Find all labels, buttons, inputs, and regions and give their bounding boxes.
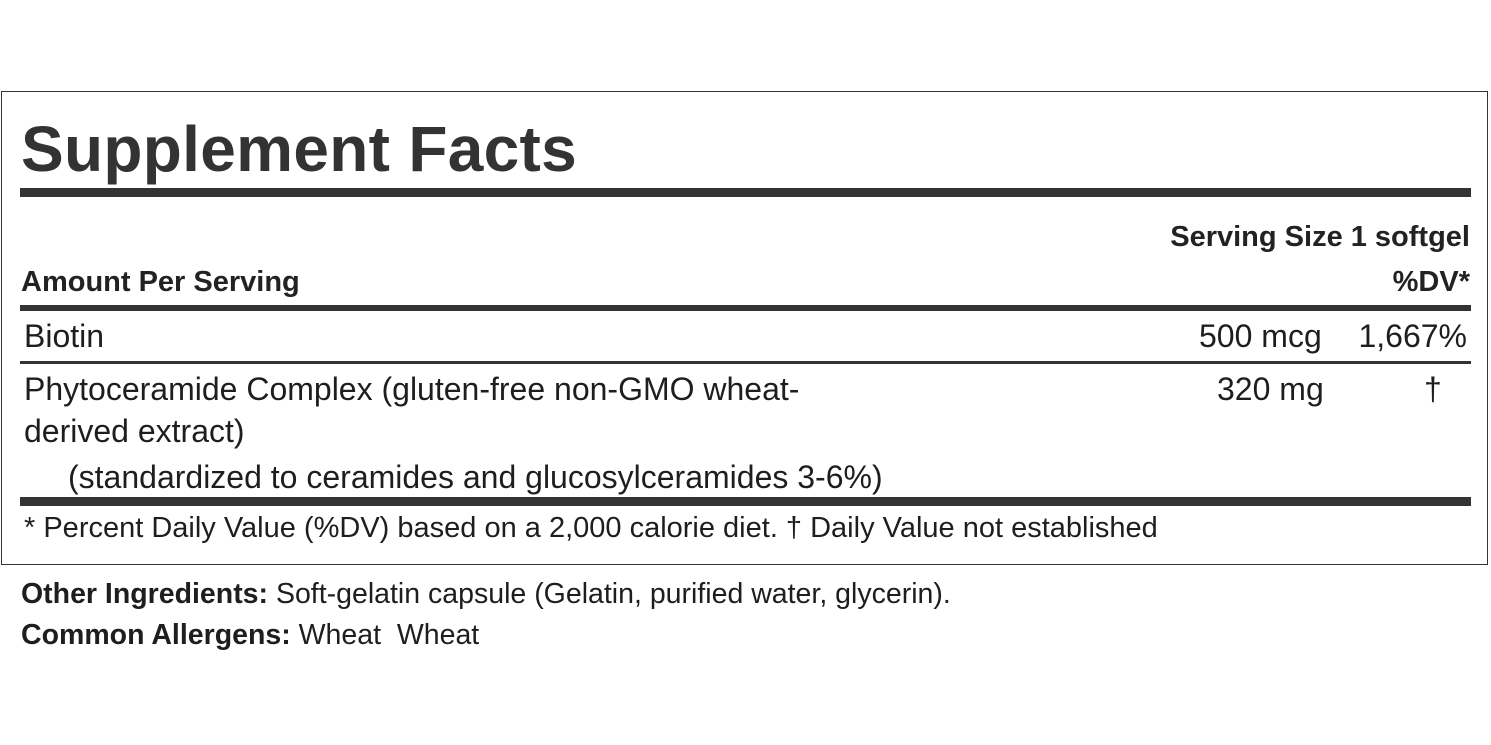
ingredient-name-phytoceramide-line1: Phytoceramide Complex (gluten-free non-G…	[24, 371, 800, 407]
dv-header: %DV*	[1392, 266, 1470, 298]
ingredient-amount-biotin: 500 mcg	[1199, 318, 1322, 354]
thick-divider-bottom	[20, 497, 1471, 506]
ingredient-name-biotin: Biotin	[24, 318, 105, 354]
ingredient-dv-biotin: 1,667%	[1358, 318, 1467, 354]
other-ingredients-label: Other Ingredients:	[21, 578, 269, 610]
row-divider	[20, 361, 1471, 364]
serving-size: Serving Size 1 softgel	[1170, 221, 1470, 253]
thick-divider	[20, 188, 1471, 197]
other-ingredients-value: Soft-gelatin capsule (Gelatin, purified …	[268, 578, 951, 610]
amount-per-serving-header: Amount Per Serving	[21, 266, 300, 298]
header-divider	[20, 305, 1471, 311]
dagger-mark: †	[1424, 371, 1442, 407]
supplement-facts-panel	[1, 91, 1488, 565]
common-allergens-label: Common Allergens:	[21, 619, 291, 651]
common-allergens-value: Wheat Wheat	[290, 619, 480, 651]
ingredient-name-phytoceramide-line2: derived extract)	[24, 413, 245, 449]
panel-title: Supplement Facts	[21, 113, 578, 185]
ingredient-subtext-phytoceramide: (standardized to ceramides and glucosylc…	[68, 459, 883, 495]
footnote: * Percent Daily Value (%DV) based on a 2…	[24, 512, 1158, 544]
ingredient-amount-phytoceramide: 320 mg	[1217, 371, 1324, 407]
other-ingredients: Other Ingredients: Soft-gelatin capsule …	[21, 578, 951, 611]
common-allergens: Common Allergens: Wheat Wheat	[21, 619, 479, 652]
